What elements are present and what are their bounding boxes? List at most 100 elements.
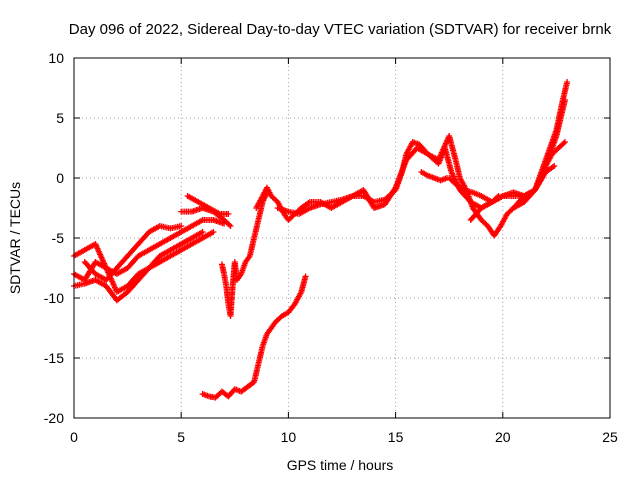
data-point: [456, 173, 463, 180]
data-point: [165, 247, 172, 254]
data-point: [447, 167, 454, 174]
data-point: [248, 380, 255, 387]
data-point: [302, 274, 309, 281]
data-point: [226, 221, 233, 228]
data-point: [348, 193, 355, 200]
series-track-13: [467, 193, 528, 223]
chart-title: Day 096 of 2022, Sidereal Day-to-day VTE…: [69, 21, 612, 38]
data-points: [71, 79, 571, 401]
data-point: [80, 247, 87, 254]
x-tick-label: 0: [70, 429, 78, 445]
data-point: [241, 260, 248, 267]
data-point: [498, 193, 505, 200]
x-tick-label: 5: [177, 429, 185, 445]
x-tick-label: 20: [495, 429, 511, 445]
data-point: [216, 391, 223, 397]
data-point: [254, 362, 261, 369]
data-point: [305, 200, 312, 206]
data-point: [305, 205, 312, 212]
data-point: [411, 147, 418, 154]
data-point: [165, 235, 172, 242]
y-tick-label: -15: [44, 350, 64, 366]
data-point: [326, 199, 333, 206]
x-tick-label: 25: [602, 429, 618, 445]
data-point: [215, 210, 222, 217]
data-point: [187, 241, 194, 248]
data-point: [90, 268, 97, 275]
data-point: [133, 279, 140, 286]
series-track-2: [71, 229, 206, 295]
data-point: [337, 197, 344, 203]
data-point: [552, 147, 559, 154]
data-point: [529, 189, 536, 196]
data-point: [155, 241, 162, 248]
y-axis-label: SDTVAR / TECUs: [7, 182, 23, 294]
data-point: [465, 196, 472, 203]
data-point: [198, 229, 205, 236]
data-point: [476, 207, 483, 214]
data-point: [316, 201, 323, 208]
data-point: [559, 141, 566, 148]
data-point: [133, 273, 140, 280]
data-point: [476, 192, 483, 199]
data-point: [563, 80, 570, 87]
data-point: [283, 208, 290, 215]
x-tick-label: 15: [388, 429, 404, 445]
data-point: [459, 186, 466, 192]
series-track-7: [199, 273, 309, 401]
data-point: [133, 243, 140, 250]
data-point: [560, 140, 567, 147]
axis-ticks: 0 5 10 15 20 25 -20 -15 -10 -5 0 5 10: [44, 50, 618, 445]
data-point: [198, 235, 205, 242]
data-point: [187, 223, 194, 230]
data-point: [259, 344, 266, 351]
data-point: [176, 241, 183, 248]
data-point: [204, 392, 211, 399]
data-point: [224, 220, 231, 227]
data-point: [429, 174, 436, 181]
series-track-11: [418, 169, 451, 184]
data-point: [223, 211, 230, 217]
data-point: [423, 171, 430, 178]
data-point: [297, 290, 304, 297]
y-tick-label: -5: [52, 230, 65, 246]
x-tick-label: 10: [281, 429, 297, 445]
series-track-15: [510, 163, 558, 211]
data-point: [122, 255, 129, 262]
y-tick-label: -20: [44, 410, 64, 426]
series-track-4: [81, 223, 185, 283]
data-point: [476, 214, 483, 221]
data-point: [450, 178, 457, 185]
data-point: [482, 220, 489, 227]
data-point: [518, 198, 525, 205]
data-point: [111, 267, 118, 274]
y-tick-label: 10: [48, 50, 64, 66]
data-point: [358, 193, 365, 199]
data-point: [193, 198, 200, 205]
data-point: [176, 223, 183, 230]
data-point: [229, 388, 236, 395]
data-point: [432, 158, 439, 165]
data-point: [143, 231, 150, 238]
data-point: [549, 164, 556, 170]
data-point: [144, 247, 151, 254]
data-point: [263, 332, 270, 339]
data-point: [143, 267, 150, 274]
y-tick-label: 5: [56, 110, 64, 126]
series-track-6: [184, 193, 232, 217]
data-point: [258, 194, 265, 201]
data-point: [245, 254, 252, 261]
data-point: [187, 235, 194, 242]
data-point: [237, 272, 244, 279]
y-tick-label: -10: [44, 290, 64, 306]
data-point: [210, 394, 217, 401]
data-point: [165, 253, 172, 260]
data-point: [487, 199, 494, 206]
x-axis-label: GPS time / hours: [287, 457, 394, 473]
data-point: [176, 247, 183, 254]
data-point: [176, 229, 183, 236]
data-point: [198, 217, 205, 224]
data-point: [242, 385, 249, 392]
data-point: [452, 155, 459, 162]
